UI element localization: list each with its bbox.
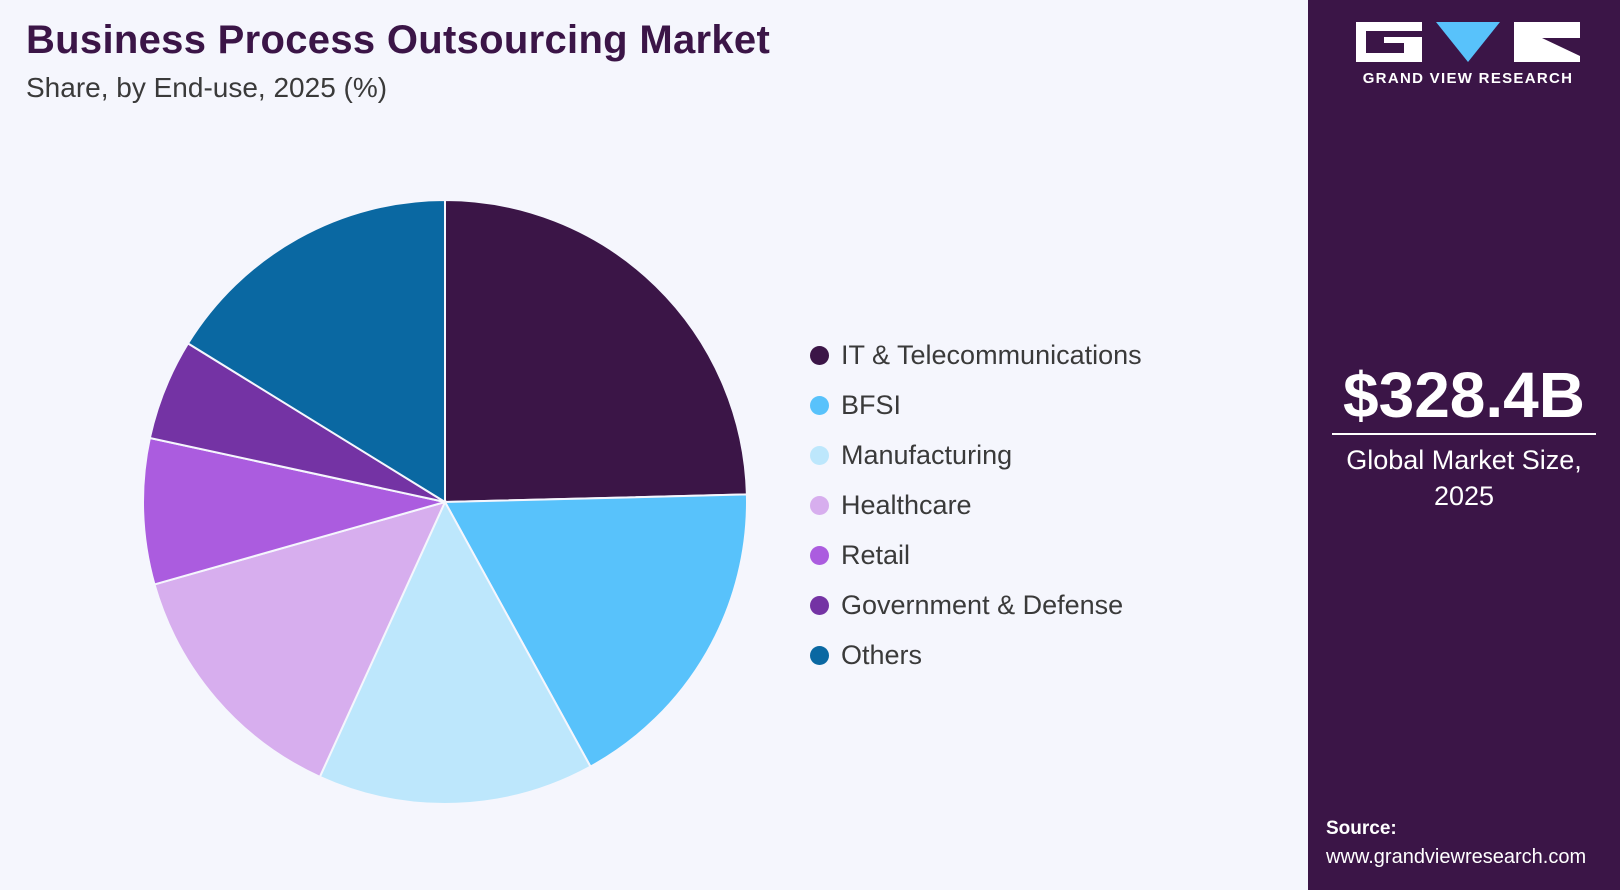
legend-item-bfsi: BFSI (810, 380, 1142, 430)
legend-swatch (810, 645, 829, 665)
pie-slice-manufacturing (318, 499, 592, 805)
market-size-value: $328.4B (1343, 359, 1585, 431)
legend-swatch (810, 345, 829, 365)
legend-label: Manufacturing (841, 439, 1013, 470)
legend-item-manufacturing: Manufacturing (810, 430, 1142, 480)
legend-label: BFSI (841, 389, 902, 420)
legend-label: IT & Telecommunications (841, 339, 1142, 370)
chart-area: Business Process Outsourcing Market Shar… (26, 18, 1142, 805)
pie-slice-bfsi (443, 493, 748, 768)
chart-title: Business Process Outsourcing Market (26, 18, 771, 62)
source-label: Source: (1326, 818, 1397, 839)
divider (1332, 433, 1596, 435)
chart-subtitle: Share, by End-use, 2025 (%) (26, 72, 388, 103)
gvr-logo-icon (1356, 22, 1580, 62)
legend-swatch (810, 495, 829, 515)
pie-slice-others (186, 198, 446, 504)
legend-item-government-defense: Government & Defense (810, 580, 1142, 630)
legend-label: Others (841, 639, 923, 670)
brand-name: GRAND VIEW RESEARCH (1362, 70, 1574, 87)
legend-label: Healthcare (841, 489, 972, 520)
pie-slice-it-telecommunications (444, 198, 748, 504)
legend-swatch (810, 445, 829, 465)
legend-item-retail: Retail (810, 530, 1142, 580)
pie-slice-retail (142, 436, 446, 586)
source-url: www.grandviewresearch.com (1326, 846, 1587, 868)
market-size-caption: Global Market Size, 2025 (1346, 445, 1582, 511)
info-sidebar: GRAND VIEW RESEARCH $328.4B Global Marke… (1308, 0, 1620, 890)
legend-item-healthcare: Healthcare (810, 480, 1142, 530)
legend-item-others: Others (810, 630, 1142, 680)
legend-label: Government & Defense (841, 589, 1124, 620)
legend-swatch (810, 595, 829, 615)
grand-view-research-logo: GRAND VIEW RESEARCH (1356, 22, 1580, 87)
legend-swatch (810, 545, 829, 565)
pie-chart (142, 198, 748, 805)
legend-item-it-telecommunications: IT & Telecommunications (810, 330, 1142, 380)
pie-slice-healthcare (153, 500, 447, 779)
legend-swatch (810, 395, 829, 415)
legend-label: Retail (841, 539, 911, 570)
chart-legend: IT & Telecommunications BFSI Manufacturing… (810, 330, 1142, 680)
